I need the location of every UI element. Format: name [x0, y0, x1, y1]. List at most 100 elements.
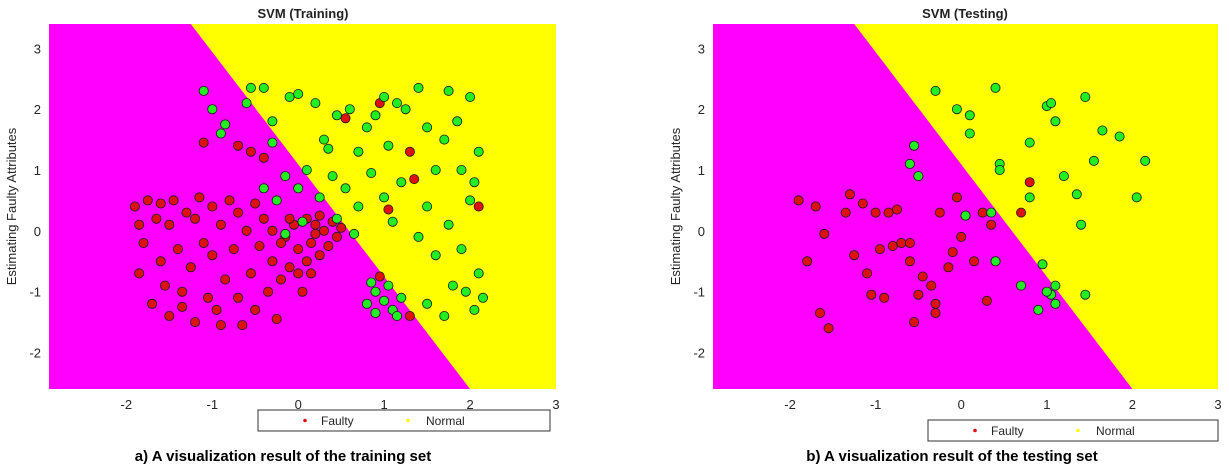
data-point-normal	[293, 89, 304, 100]
data-point-faulty	[159, 280, 170, 291]
data-point-faulty	[151, 213, 162, 224]
legend-box	[257, 409, 551, 432]
data-point-normal	[258, 183, 269, 194]
data-point-faulty	[215, 219, 226, 230]
data-point-normal	[207, 104, 218, 115]
data-point-normal	[439, 310, 450, 321]
data-point-normal	[443, 85, 454, 96]
data-point-faulty	[815, 307, 826, 318]
data-point-faulty	[904, 237, 915, 248]
data-point-faulty	[271, 313, 282, 324]
data-point-faulty	[383, 204, 394, 215]
y-tick-label: 2	[34, 102, 41, 117]
data-point-faulty	[284, 262, 295, 273]
x-tick-label: -1	[870, 397, 882, 412]
x-tick-label: 0	[958, 397, 965, 412]
data-point-normal	[284, 92, 295, 103]
data-point-normal	[1050, 116, 1061, 127]
data-point-normal	[909, 140, 920, 151]
data-point-faulty	[233, 292, 244, 303]
data-point-normal	[1088, 155, 1099, 166]
legend-marker-faulty	[303, 418, 307, 423]
data-point-normal	[1050, 280, 1061, 291]
data-point-normal	[327, 171, 338, 182]
y-tick-label: -2	[693, 346, 705, 361]
data-point-normal	[301, 164, 312, 175]
data-point-faulty	[909, 317, 920, 328]
data-point-faulty	[263, 286, 274, 297]
data-point-normal	[258, 82, 269, 93]
data-point-faulty	[164, 219, 175, 230]
data-point-normal	[379, 192, 390, 203]
data-point-faulty	[917, 271, 928, 282]
data-point-faulty	[194, 192, 205, 203]
data-point-faulty	[340, 113, 351, 124]
data-point-normal	[245, 82, 256, 93]
data-point-faulty	[129, 201, 140, 212]
data-point-faulty	[301, 256, 312, 267]
data-point-normal	[413, 231, 424, 242]
y-tick-label: 3	[34, 41, 41, 56]
data-point-faulty	[155, 256, 166, 267]
data-point-faulty	[233, 207, 244, 218]
data-point-normal	[990, 256, 1001, 267]
data-point-normal	[314, 192, 325, 203]
data-point-faulty	[874, 244, 885, 255]
data-point-faulty	[207, 250, 218, 261]
legend: Faulty Normal	[927, 419, 1219, 442]
data-point-normal	[1080, 92, 1091, 103]
data-point-normal	[340, 183, 351, 194]
data-point-normal	[994, 164, 1005, 175]
data-point-faulty	[241, 225, 252, 236]
x-tick-label: 2	[1129, 397, 1136, 412]
data-point-faulty	[177, 286, 188, 297]
data-point-faulty	[155, 198, 166, 209]
data-point-faulty	[198, 237, 209, 248]
data-point-normal	[1076, 219, 1087, 230]
data-point-normal	[964, 110, 975, 121]
y-tick-label: 1	[34, 163, 41, 178]
data-point-faulty	[930, 307, 941, 318]
data-point-faulty	[310, 228, 321, 239]
data-point-faulty	[267, 225, 278, 236]
data-point-faulty	[934, 207, 945, 218]
data-point-normal	[964, 128, 975, 139]
data-point-faulty	[258, 152, 269, 163]
data-point-normal	[469, 177, 480, 188]
data-point-faulty	[254, 240, 265, 251]
legend-label-normal: Normal	[1096, 424, 1135, 438]
data-point-normal	[1058, 171, 1069, 182]
data-point-normal	[477, 292, 488, 303]
data-point-normal	[422, 201, 433, 212]
y-tick-label: 0	[698, 224, 705, 239]
data-point-normal	[465, 92, 476, 103]
training-panel: SVM (Training) Estimating Faulty Attribut…	[4, 6, 560, 465]
data-point-normal	[465, 195, 476, 206]
data-point-normal	[366, 167, 377, 178]
data-point-normal	[215, 128, 226, 139]
data-point-faulty	[134, 219, 145, 230]
data-point-normal	[280, 228, 291, 239]
data-point-normal	[396, 177, 407, 188]
series-normal	[904, 82, 1151, 315]
y-tick-label: -1	[693, 285, 705, 300]
chart-title: SVM (Testing)	[922, 6, 1008, 21]
data-point-faulty	[293, 244, 304, 255]
data-point-normal	[1131, 192, 1142, 203]
data-point-faulty	[293, 268, 304, 279]
data-point-faulty	[310, 219, 321, 230]
data-point-normal	[413, 82, 424, 93]
data-point-faulty	[314, 250, 325, 261]
data-point-normal	[422, 122, 433, 133]
y-tick-label: 1	[698, 163, 705, 178]
data-point-faulty	[190, 317, 201, 328]
series-normal	[198, 82, 488, 321]
data-point-normal	[473, 146, 484, 157]
data-point-normal	[430, 164, 441, 175]
data-point-faulty	[142, 195, 153, 206]
data-point-normal	[396, 292, 407, 303]
testing-panel: SVM (Testing) Estimating Faulty Attribute…	[668, 6, 1222, 465]
data-point-normal	[960, 210, 971, 221]
data-point-faulty	[181, 207, 192, 218]
data-point-normal	[331, 213, 342, 224]
